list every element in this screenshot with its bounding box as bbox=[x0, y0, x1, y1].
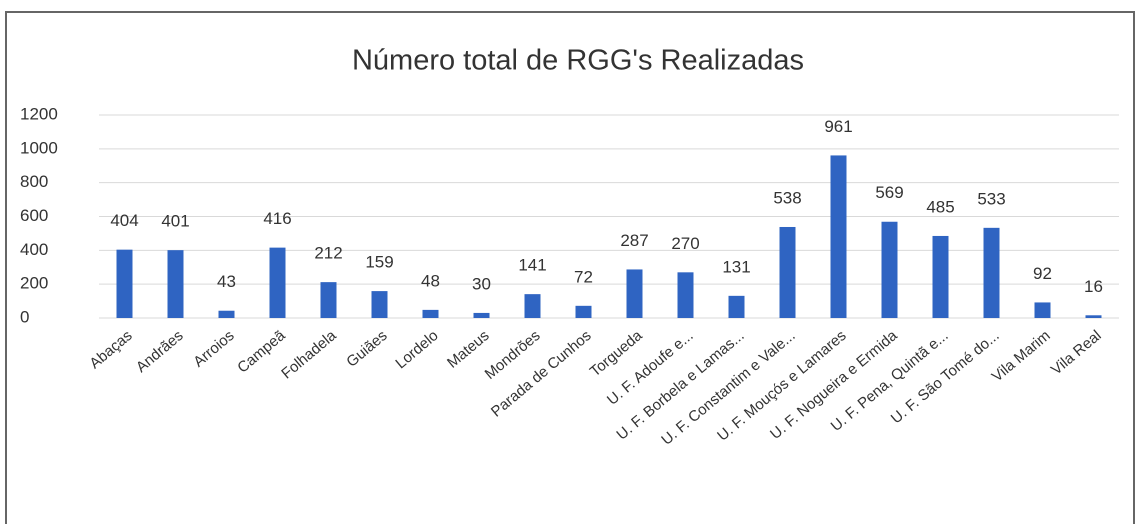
bar bbox=[167, 250, 184, 318]
bar bbox=[473, 312, 490, 318]
data-label: 270 bbox=[671, 234, 699, 253]
bar bbox=[524, 294, 541, 318]
y-tick-label: 1000 bbox=[20, 138, 58, 157]
bar bbox=[881, 221, 898, 318]
bar bbox=[116, 249, 133, 318]
bar bbox=[1085, 315, 1102, 318]
data-label: 159 bbox=[365, 253, 393, 272]
data-label: 212 bbox=[314, 244, 342, 263]
data-label: 538 bbox=[773, 188, 801, 207]
bar bbox=[269, 247, 286, 318]
bar bbox=[932, 235, 949, 318]
data-label: 961 bbox=[824, 117, 852, 136]
bar bbox=[626, 269, 643, 318]
y-tick-label: 1200 bbox=[20, 104, 58, 123]
chart-title: Número total de RGG's Realizadas bbox=[352, 45, 804, 77]
bar bbox=[575, 305, 592, 318]
data-label: 485 bbox=[926, 197, 954, 216]
data-label: 16 bbox=[1084, 277, 1103, 296]
data-label: 533 bbox=[977, 189, 1005, 208]
data-label: 401 bbox=[161, 212, 189, 231]
data-label: 131 bbox=[722, 257, 750, 276]
bar bbox=[320, 282, 337, 318]
y-tick-label: 400 bbox=[20, 240, 48, 259]
bar bbox=[830, 155, 847, 318]
data-label: 141 bbox=[518, 256, 546, 275]
bar bbox=[422, 309, 439, 318]
data-label: 92 bbox=[1033, 264, 1052, 283]
bar bbox=[983, 227, 1000, 318]
bar bbox=[218, 310, 235, 318]
data-label: 30 bbox=[472, 274, 491, 293]
bar bbox=[779, 226, 796, 318]
y-tick-label: 600 bbox=[20, 206, 48, 225]
data-label: 287 bbox=[620, 231, 648, 250]
bar bbox=[728, 295, 745, 318]
y-tick-label: 800 bbox=[20, 172, 48, 191]
y-tick-label: 0 bbox=[20, 307, 29, 326]
bar bbox=[371, 291, 388, 318]
y-tick-label: 200 bbox=[20, 274, 48, 293]
data-label: 404 bbox=[110, 211, 138, 230]
data-label: 569 bbox=[875, 183, 903, 202]
data-label: 72 bbox=[574, 267, 593, 286]
data-label: 43 bbox=[217, 272, 236, 291]
bar bbox=[677, 272, 694, 318]
bar bbox=[1034, 302, 1051, 318]
data-label: 416 bbox=[263, 209, 291, 228]
data-label: 48 bbox=[421, 271, 440, 290]
